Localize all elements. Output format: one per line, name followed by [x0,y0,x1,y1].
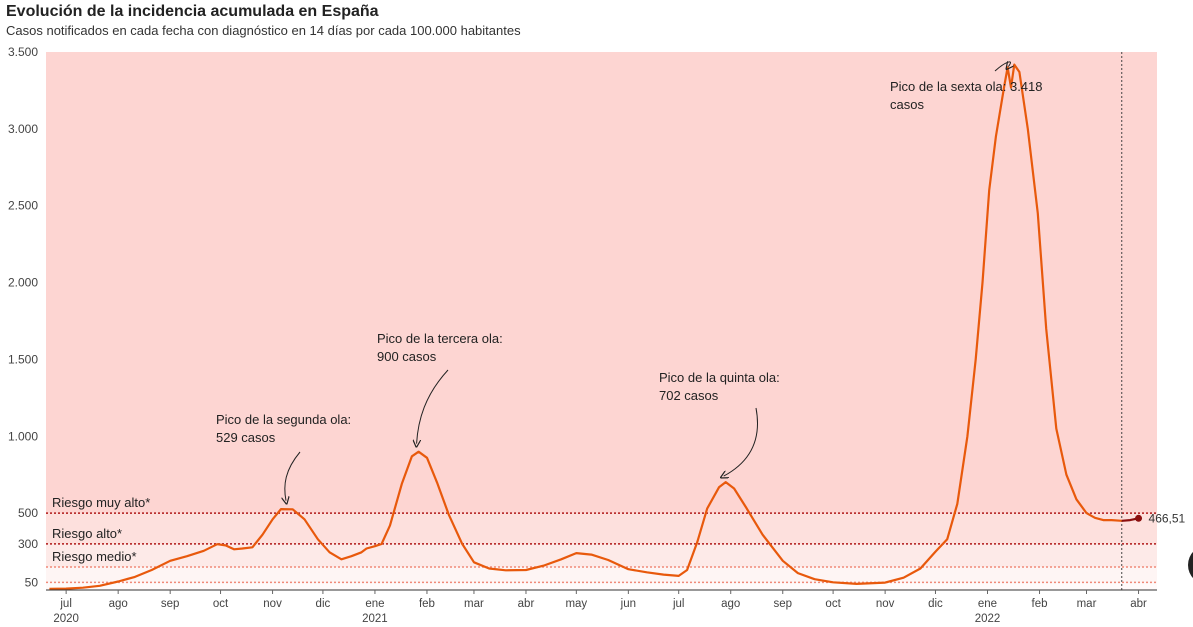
series-group: 466,51 [49,63,1186,590]
y-tick-label: 1.000 [8,429,38,443]
chart-subtitle: Casos notificados en cada fecha con diag… [6,23,521,38]
y-axis: 50 300 500 1.000 1.500 2.000 2.500 3.000 3.500 [8,45,38,589]
annotation-arrow [724,407,758,476]
series-line [49,63,1122,590]
x-tick-label: ene [978,598,997,610]
x-tick-label: oct [213,598,229,610]
x-tick-label: dic [928,598,943,610]
floating-action-button[interactable] [1188,545,1193,585]
x-tick-label: ago [721,598,740,610]
annotation-arrow [417,369,449,444]
x-tick-label: mar [1077,598,1097,610]
risk-band-3 [46,566,1157,583]
y-tick-label: 1.500 [8,352,38,366]
last-value-label: 466,51 [1149,511,1186,525]
x-tick-label: jul [59,598,72,610]
annotation-text: Pico de la segunda ola: [216,412,351,427]
x-tick-year: 2021 [362,613,388,625]
threshold-label: Riesgo medio* [52,549,137,564]
x-tick-year: 2020 [53,613,79,625]
y-tick-label: 500 [18,506,38,520]
x-tick-label: sep [161,598,180,610]
y-tick-label: 2.000 [8,276,38,290]
annotation-text: Pico de la tercera ola: [377,331,503,346]
annotations: Pico de la segunda ola: 529 casos Pico de … [216,62,1043,501]
threshold-lines: Riesgo muy alto* Riesgo alto* Riesgo medio… [46,495,1157,584]
x-tick-label: may [565,598,587,610]
x-tick-label: jul [672,598,685,610]
last-point [1135,514,1143,522]
x-tick-label: dic [316,598,331,610]
risk-bands [46,52,1157,590]
y-tick-label: 50 [25,575,39,589]
y-tick-label: 3.000 [8,122,38,136]
x-tick-label: oct [825,598,841,610]
annotation-text: Pico de la sexta ola: 3.418 [890,79,1043,94]
y-tick-label: 300 [18,537,38,551]
annotation-text: 900 casos [377,349,437,364]
y-tick-label: 2.500 [8,199,38,213]
x-tick-label: feb [1032,598,1048,610]
annotation-text: 529 casos [216,430,276,445]
x-tick-label: nov [263,598,282,610]
x-tick-label: mar [464,598,484,610]
annotation-arrow [285,451,301,501]
threshold-label: Riesgo muy alto* [52,495,150,510]
risk-band-2 [46,543,1157,567]
y-tick-label: 3.500 [8,45,38,59]
x-tick-label: abr [1130,598,1147,610]
x-tick-label: ago [109,598,128,610]
risk-band-0 [46,52,1157,514]
annotation-arrow [994,62,1010,72]
x-tick-label: feb [419,598,435,610]
annotation-text: Pico de la quinta ola: [659,370,780,385]
x-tick-label: abr [518,598,535,610]
annotation-text: 702 casos [659,388,719,403]
risk-band-1 [46,513,1157,544]
threshold-label: Riesgo alto* [52,526,122,541]
risk-band-low [46,582,1157,590]
chart-title: Evolución de la incidencia acumulada en … [6,3,379,20]
x-tick-label: nov [876,598,895,610]
x-tick-label: jun [620,598,636,610]
annotation-text: casos [890,97,924,112]
x-axis: jul 2020 ago sep oct nov dic ene 2021 feb mar abr ma… [46,589,1157,625]
x-tick-label: sep [773,598,792,610]
x-tick-year: 2022 [975,613,1001,625]
x-tick-label: ene [365,598,384,610]
